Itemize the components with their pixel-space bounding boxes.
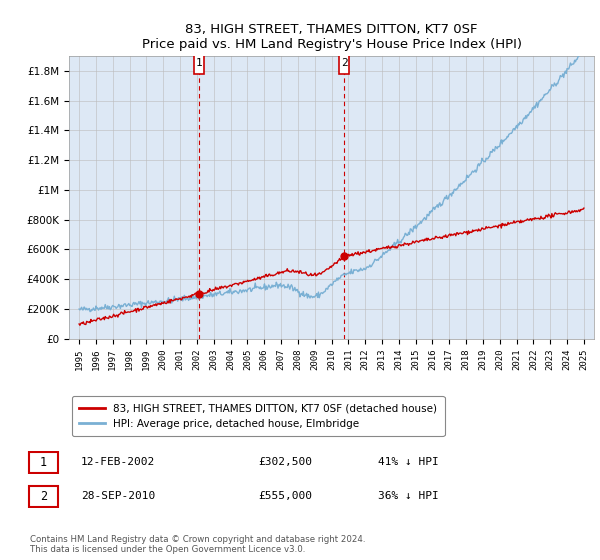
- Text: 12-FEB-2002: 12-FEB-2002: [81, 457, 155, 467]
- Title: 83, HIGH STREET, THAMES DITTON, KT7 0SF
Price paid vs. HM Land Registry's House : 83, HIGH STREET, THAMES DITTON, KT7 0SF …: [142, 22, 521, 50]
- Text: 2: 2: [40, 489, 47, 503]
- Text: 2: 2: [341, 58, 347, 68]
- Bar: [194, 53, 203, 74]
- Text: 1: 1: [40, 456, 47, 469]
- Text: £555,000: £555,000: [258, 491, 312, 501]
- Text: £302,500: £302,500: [258, 457, 312, 467]
- Text: 36% ↓ HPI: 36% ↓ HPI: [378, 491, 439, 501]
- Bar: [340, 53, 349, 74]
- FancyBboxPatch shape: [29, 486, 58, 507]
- Text: 1: 1: [196, 58, 202, 68]
- Legend: 83, HIGH STREET, THAMES DITTON, KT7 0SF (detached house), HPI: Average price, de: 83, HIGH STREET, THAMES DITTON, KT7 0SF …: [71, 396, 445, 436]
- FancyBboxPatch shape: [29, 452, 58, 473]
- Text: 28-SEP-2010: 28-SEP-2010: [81, 491, 155, 501]
- Text: 41% ↓ HPI: 41% ↓ HPI: [378, 457, 439, 467]
- Text: Contains HM Land Registry data © Crown copyright and database right 2024.
This d: Contains HM Land Registry data © Crown c…: [30, 535, 365, 554]
